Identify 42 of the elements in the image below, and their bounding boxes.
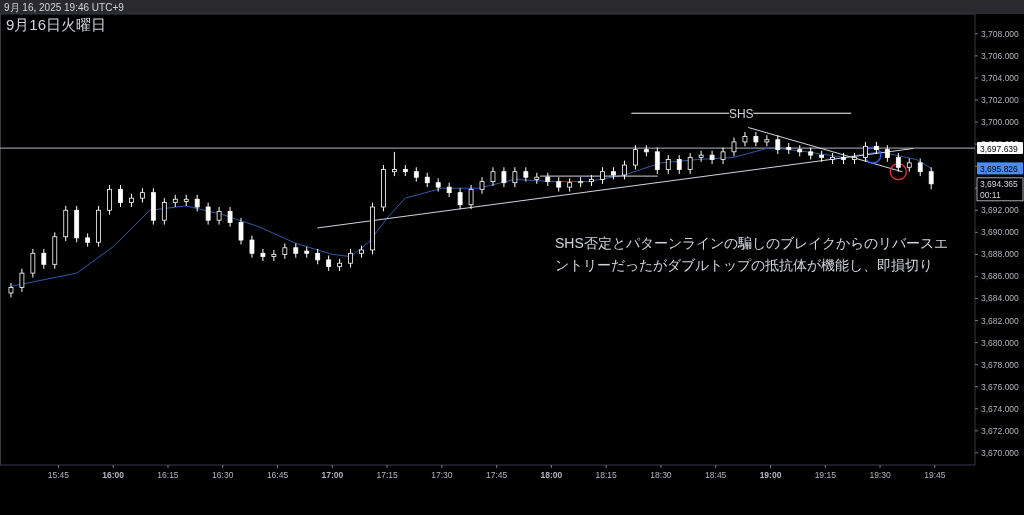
text: 3,695.826 <box>980 163 1019 174</box>
y-tick-label: 3,686.000 <box>981 271 1020 282</box>
text: 3,694.365 <box>980 179 1019 190</box>
x-tick-label: 16:15 <box>157 470 179 480</box>
x-tick-label: 18:00 <box>540 470 563 480</box>
chart-title: 9月16日火曜日 <box>6 16 107 33</box>
y-tick-label: 3,690.000 <box>981 227 1020 238</box>
x-tick-label: 18:45 <box>705 470 727 480</box>
y-tick-label: 3,688.000 <box>981 249 1020 260</box>
text: 9月 16, 2025 19:46 UTC+9 <box>4 2 125 13</box>
y-tick-label: 3,676.000 <box>981 381 1020 392</box>
y-tick-label: 3,674.000 <box>981 403 1020 414</box>
y-tick-label: 3,670.000 <box>981 447 1020 458</box>
x-tick-label: 17:30 <box>431 470 453 480</box>
x-tick-label: 17:15 <box>376 470 398 480</box>
x-tick-label: 19:00 <box>759 470 782 480</box>
y-tick-label: 3,708.000 <box>981 28 1020 39</box>
x-tick-label: 16:45 <box>266 470 289 480</box>
x-tick-label: 18:15 <box>595 470 618 480</box>
y-tick-label: 3,678.000 <box>981 359 1020 370</box>
x-tick-label: 19:15 <box>814 470 837 480</box>
y-tick-label: 3,706.000 <box>981 50 1020 61</box>
ref-line-label: 3,697.639 <box>980 143 1019 154</box>
annotation: SHS <box>728 106 754 121</box>
y-tick-label: 3,672.000 <box>981 425 1020 436</box>
x-tick-label: 19:45 <box>924 470 946 480</box>
text: 00:11 <box>980 190 1001 201</box>
x-tick-label: 16:30 <box>212 470 234 480</box>
x-tick-label: 17:00 <box>321 470 344 480</box>
annotation: SHS否定とパターンラインの騙しのブレイクからのリバースエントリーだったがダブルトップの抵抗体が機能し、即損切り <box>555 234 949 275</box>
x-tick-label: 16:00 <box>102 470 125 480</box>
y-tick-label: 3,680.000 <box>981 337 1020 348</box>
x-tick-label: 17:45 <box>485 470 508 480</box>
x-tick-label: 19:30 <box>869 470 891 480</box>
x-tick-label: 18:30 <box>650 470 672 480</box>
y-tick-label: 3,700.000 <box>981 117 1020 128</box>
y-tick-label: 3,682.000 <box>981 315 1020 326</box>
y-tick-label: 3,684.000 <box>981 293 1020 304</box>
x-tick-label: 15:45 <box>47 470 70 480</box>
y-tick-label: 3,692.000 <box>981 205 1020 216</box>
y-tick-label: 3,704.000 <box>981 72 1020 83</box>
y-tick-label: 3,702.000 <box>981 95 1020 106</box>
